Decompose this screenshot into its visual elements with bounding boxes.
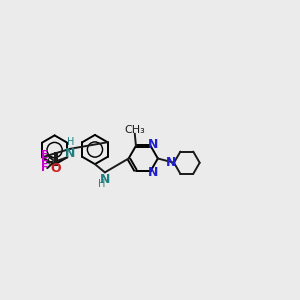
Text: H: H	[98, 179, 105, 189]
Text: N: N	[65, 147, 75, 160]
Text: F: F	[41, 150, 49, 160]
Text: H: H	[67, 137, 74, 147]
Text: CH₃: CH₃	[124, 125, 145, 135]
Text: F: F	[41, 157, 49, 166]
Text: F: F	[41, 163, 49, 173]
Text: C: C	[46, 157, 54, 166]
Text: N: N	[100, 172, 110, 186]
Text: N: N	[166, 156, 176, 169]
Text: O: O	[51, 162, 62, 175]
Text: N: N	[148, 138, 159, 151]
Text: N: N	[148, 166, 159, 179]
